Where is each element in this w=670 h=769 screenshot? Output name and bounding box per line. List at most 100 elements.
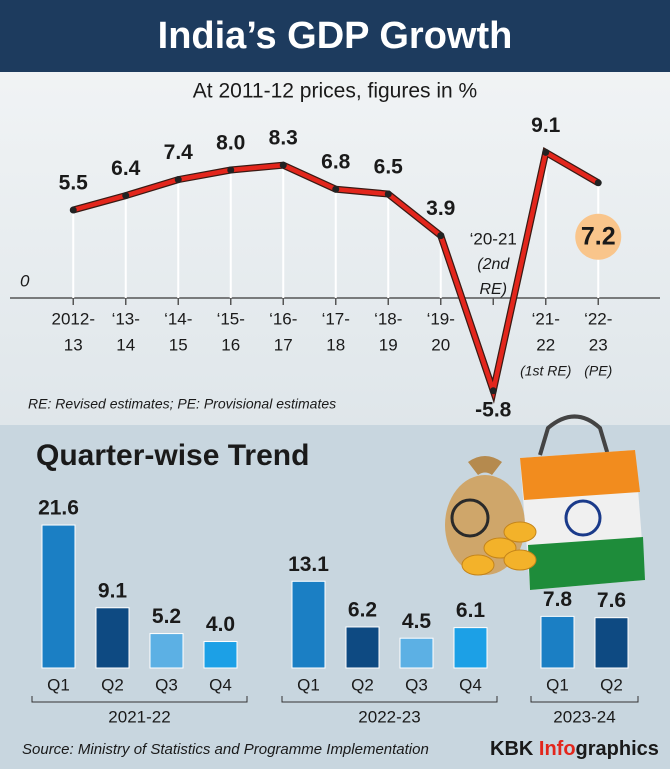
bar (540, 615, 575, 669)
value-label: 8.0 (216, 132, 245, 155)
x-tick-label: ‘21- (532, 309, 560, 328)
group-bracket (31, 696, 248, 703)
bag-saffron (520, 450, 640, 500)
point (489, 387, 497, 395)
value-label: 4.5 (402, 610, 432, 633)
x-tick-label: ‘13- (112, 309, 140, 328)
x-tick-label: ‘17- (322, 309, 350, 328)
category-note: (2nd (477, 256, 510, 273)
x-tick-label: ‘14- (164, 309, 192, 328)
bar (149, 633, 184, 669)
point (279, 161, 287, 169)
value-label: 9.1 (531, 114, 561, 137)
value-label: 8.3 (269, 127, 298, 150)
x-tick-label: Q2 (600, 675, 623, 694)
value-label: 6.5 (374, 156, 404, 179)
value-label: 13.1 (288, 553, 329, 576)
group-bracket (530, 696, 639, 703)
value-label: 3.9 (426, 197, 455, 220)
point (384, 190, 392, 198)
value-label: 5.5 (59, 172, 89, 195)
bar (594, 617, 629, 669)
point (69, 206, 77, 214)
value-label: 4.0 (206, 613, 235, 636)
x-tick-label: Q2 (101, 675, 124, 694)
bar (95, 607, 130, 669)
value-label: 6.8 (321, 151, 351, 174)
header-band (0, 0, 670, 72)
value-label: 6.1 (456, 599, 486, 622)
x-tick-label: Q2 (351, 675, 374, 694)
bar (41, 524, 76, 669)
bar (345, 626, 380, 669)
brand-part: Info (539, 738, 576, 760)
value-label: 5.2 (152, 605, 181, 628)
rupee-badge (450, 498, 490, 538)
x-tick-label: 20 (431, 335, 450, 354)
x-tick-label: Q4 (209, 675, 232, 694)
x-tick-label: ‘22- (584, 309, 612, 328)
x-tick-label: 18 (326, 335, 345, 354)
point (332, 185, 340, 193)
value-label: -5.8 (475, 398, 512, 421)
value-label: 7.8 (543, 588, 573, 611)
subtitle: At 2011-12 prices, figures in % (193, 80, 477, 103)
point (174, 176, 182, 184)
brand-part: KBK (490, 738, 539, 760)
x-tick-label: Q3 (155, 675, 178, 694)
value-label: 7.2 (581, 222, 616, 250)
title: India’s GDP Growth (158, 15, 513, 57)
x-tick-label: 23 (589, 335, 608, 354)
category-note: (1st RE) (520, 363, 571, 379)
point (594, 179, 602, 187)
value-label: 6.4 (111, 157, 141, 180)
point (122, 192, 130, 200)
x-tick-label: ‘16- (269, 309, 297, 328)
x-tick-label: 19 (379, 335, 398, 354)
footnote: RE: Revised estimates; PE: Provisional e… (28, 396, 336, 412)
point (542, 148, 550, 156)
x-tick-label: Q1 (297, 675, 320, 694)
coin (503, 521, 537, 543)
x-tick-label: 14 (116, 335, 135, 354)
value-label: 6.2 (348, 599, 377, 622)
money-bag-neck (468, 456, 502, 475)
bar (453, 627, 488, 669)
point (227, 166, 235, 174)
x-tick-label: 22 (536, 335, 555, 354)
x-tick-label: ‘18- (374, 309, 402, 328)
section-title: Quarter-wise Trend (36, 439, 309, 472)
x-tick-label: Q1 (546, 675, 569, 694)
x-tick-label: ‘15- (217, 309, 245, 328)
bar (203, 641, 238, 669)
category-note: (PE) (584, 363, 612, 379)
group-label: 2022-23 (358, 707, 420, 726)
x-tick-label: Q4 (459, 675, 482, 694)
x-tick-label: 15 (169, 335, 188, 354)
point (437, 232, 445, 240)
x-tick-label: 2012- (52, 309, 95, 328)
source: Source: Ministry of Statistics and Progr… (22, 741, 429, 758)
bag-green (528, 537, 645, 590)
value-label: 7.6 (597, 589, 626, 612)
coin (461, 554, 495, 576)
brand: KBK Infographics (490, 738, 659, 760)
x-tick-label: 16 (221, 335, 240, 354)
x-tick-label: ‘20-21 (470, 229, 517, 248)
group-label: 2021-22 (108, 707, 170, 726)
group-bracket (281, 696, 498, 703)
value-label: 9.1 (98, 579, 128, 602)
x-tick-label: 17 (274, 335, 293, 354)
bar (291, 580, 326, 669)
bag-handle (538, 414, 610, 456)
value-label: 7.4 (164, 141, 194, 164)
x-tick-label: ‘19- (427, 309, 455, 328)
y-tick-label: 0 (20, 271, 30, 290)
brand-part: graphics (576, 738, 659, 760)
coin (503, 549, 537, 571)
x-tick-label: 13 (64, 335, 83, 354)
x-tick-label: Q3 (405, 675, 428, 694)
bar (399, 637, 434, 669)
